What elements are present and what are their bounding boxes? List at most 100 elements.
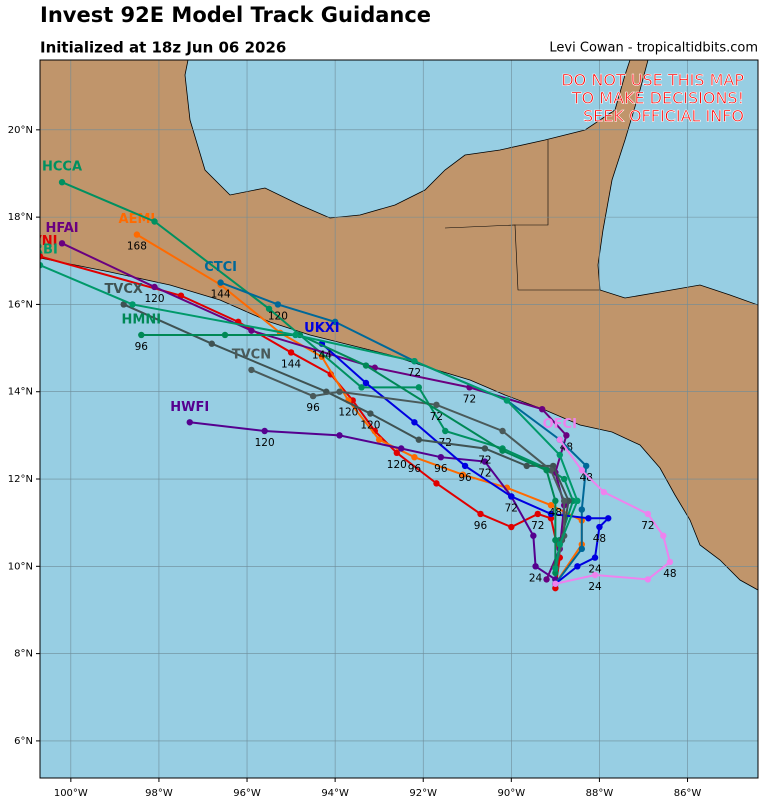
track-point <box>508 523 515 531</box>
warning: DO NOT USE THIS MAP TO MAKE DECISIONS! S… <box>561 70 745 126</box>
hour-label: 144 <box>312 350 332 362</box>
track-point <box>367 410 374 417</box>
track-point <box>349 397 356 404</box>
track-point <box>138 331 145 339</box>
track-point <box>221 331 229 339</box>
track-point <box>578 506 586 513</box>
subtitle: Initialized at 18z Jun 06 2026 <box>40 39 286 57</box>
hour-label: 96 <box>474 520 488 532</box>
track-point <box>433 401 440 409</box>
track-point <box>503 397 511 404</box>
track-point <box>552 580 559 587</box>
warning-line: DO NOT USE THIS MAP <box>561 71 744 90</box>
track-point <box>261 427 268 435</box>
track-point <box>574 497 581 505</box>
track-point <box>411 357 418 365</box>
model-label: HRBI <box>22 243 58 258</box>
track-point <box>477 510 484 518</box>
track-point <box>556 451 563 459</box>
track-point <box>292 331 299 339</box>
track-point <box>40 253 44 260</box>
track-point <box>523 462 530 470</box>
model-label: HFAI <box>45 221 78 236</box>
track-point <box>309 392 317 400</box>
hour-label: 48 <box>593 533 606 545</box>
track-point <box>591 554 599 561</box>
grid <box>40 60 758 778</box>
track-point <box>552 497 559 505</box>
track-point <box>547 467 555 474</box>
lat-tick-label: 12°N <box>8 474 33 485</box>
lon-tick-label: 98°W <box>145 788 173 799</box>
hour-label: 120 <box>387 459 407 471</box>
track-point <box>556 436 563 443</box>
track-point <box>530 532 537 539</box>
track-point <box>666 558 674 566</box>
track-point <box>358 384 365 391</box>
track-point <box>461 462 469 470</box>
map-frame <box>39 59 759 779</box>
hour-label: 72 <box>478 454 491 466</box>
model-label: OFCI <box>543 417 577 432</box>
track-point <box>560 497 568 505</box>
lat-tick-label: 6°N <box>14 736 33 747</box>
lat-tick-label: 20°N <box>8 125 33 136</box>
track-point <box>129 301 136 308</box>
hour-label: 96 <box>434 463 448 475</box>
track-point <box>186 419 193 426</box>
hour-label: 72 <box>430 411 443 423</box>
hour-label: 120 <box>338 406 358 418</box>
track-point <box>274 301 282 308</box>
track-point <box>411 419 418 426</box>
track-point <box>578 545 586 553</box>
track-point <box>411 453 418 461</box>
tracks: 7296120144AVNI96120168AEMI72HCCA24729612… <box>22 160 677 593</box>
hour-label: 168 <box>127 241 147 253</box>
track-point <box>265 305 273 312</box>
model-label: HCCA <box>42 160 82 175</box>
hour-label: 72 <box>505 502 518 514</box>
track-point <box>538 405 546 413</box>
model-label: CTCI <box>204 260 237 275</box>
hour-label: 120 <box>268 310 288 322</box>
track-point <box>591 571 599 579</box>
track-line <box>189 421 556 581</box>
track-point <box>596 523 603 531</box>
track-point <box>40 261 44 269</box>
track-point <box>547 502 555 509</box>
track-point <box>552 565 559 572</box>
warning-line: SEEK OFFICIAL INFO <box>583 107 744 126</box>
hour-label: 48 <box>580 472 593 484</box>
track-point <box>58 240 66 247</box>
hour-label: 24 <box>588 581 602 593</box>
track-point <box>375 436 383 443</box>
hour-label: 96 <box>408 463 422 475</box>
track-point <box>336 388 343 395</box>
track-point <box>534 510 541 518</box>
track-point <box>287 349 295 356</box>
track-point <box>569 497 577 505</box>
lat-tick-label: 18°N <box>8 212 33 223</box>
track-point <box>578 467 586 474</box>
track-point <box>565 497 572 505</box>
hour-label: 144 <box>211 289 231 301</box>
hour-label: 72 <box>408 367 421 379</box>
track-point <box>583 462 590 470</box>
lon-tick-label: 100°W <box>54 788 88 799</box>
track-point <box>481 445 489 452</box>
track-point <box>433 480 440 487</box>
track-point <box>556 541 563 548</box>
track-point <box>58 179 66 186</box>
model-label: AEMI <box>119 212 156 227</box>
track-point <box>442 427 449 435</box>
track-point <box>437 453 445 461</box>
hour-label: 72 <box>463 393 476 405</box>
track-point <box>151 218 158 225</box>
track-line <box>321 342 611 585</box>
hour-label: 72 <box>531 520 544 532</box>
track-point <box>563 432 570 439</box>
hour-label: 144 <box>281 358 301 370</box>
model-label: TVCX <box>104 282 143 297</box>
track-point <box>560 475 568 483</box>
